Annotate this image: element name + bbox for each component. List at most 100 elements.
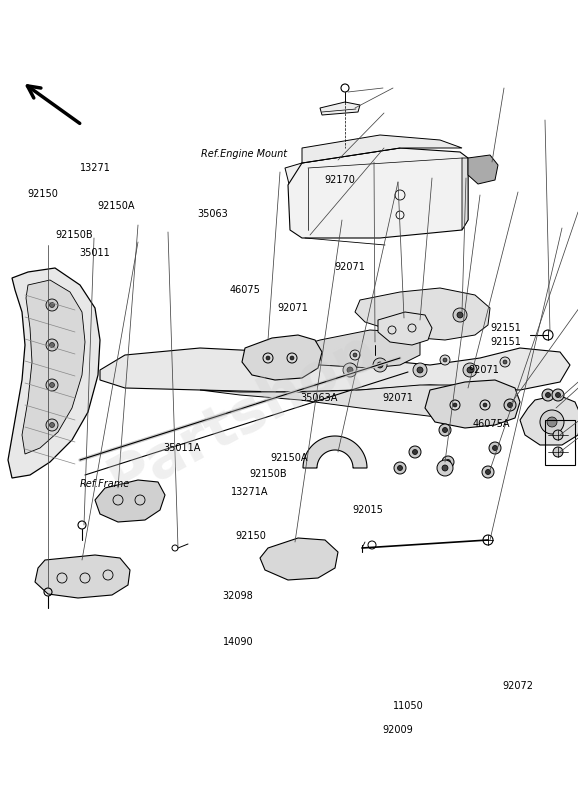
Circle shape <box>398 466 402 470</box>
Text: 92150B: 92150B <box>250 469 287 478</box>
Circle shape <box>377 362 383 368</box>
Circle shape <box>442 456 454 468</box>
Circle shape <box>553 430 563 440</box>
Text: 92151: 92151 <box>490 338 521 347</box>
Text: 92150B: 92150B <box>55 230 92 240</box>
Text: 13271A: 13271A <box>231 487 269 497</box>
Text: 92015: 92015 <box>353 506 383 515</box>
Circle shape <box>409 446 421 458</box>
Circle shape <box>503 360 507 364</box>
Polygon shape <box>242 335 322 380</box>
Circle shape <box>50 422 54 427</box>
Text: 35063: 35063 <box>198 210 228 219</box>
Circle shape <box>46 339 58 351</box>
Polygon shape <box>320 102 360 115</box>
Circle shape <box>46 379 58 391</box>
Circle shape <box>46 419 58 431</box>
Polygon shape <box>302 135 462 163</box>
Text: Ref.Engine Mount: Ref.Engine Mount <box>201 149 287 158</box>
Circle shape <box>50 382 54 387</box>
Circle shape <box>313 356 317 360</box>
Text: 11050: 11050 <box>393 701 424 710</box>
Circle shape <box>552 389 564 401</box>
Circle shape <box>555 393 561 398</box>
Circle shape <box>542 389 554 401</box>
Polygon shape <box>200 385 495 420</box>
Text: 35011: 35011 <box>80 248 110 258</box>
Polygon shape <box>22 280 85 454</box>
Circle shape <box>413 315 427 329</box>
Circle shape <box>443 427 447 433</box>
Circle shape <box>453 308 467 322</box>
Polygon shape <box>8 268 100 478</box>
Text: 92151: 92151 <box>490 323 521 333</box>
Text: Partshop: Partshop <box>99 322 387 510</box>
Circle shape <box>439 424 451 436</box>
Polygon shape <box>100 348 570 392</box>
Text: 92071: 92071 <box>468 365 499 374</box>
Text: 35011A: 35011A <box>163 443 201 453</box>
Polygon shape <box>303 436 367 468</box>
Circle shape <box>287 367 293 373</box>
Circle shape <box>482 466 494 478</box>
Text: 13271: 13271 <box>80 163 110 173</box>
Circle shape <box>347 367 353 373</box>
Circle shape <box>350 350 360 360</box>
Polygon shape <box>468 155 498 184</box>
Circle shape <box>310 353 320 363</box>
Circle shape <box>504 399 516 411</box>
Circle shape <box>353 353 357 357</box>
Circle shape <box>546 393 550 398</box>
Circle shape <box>553 447 563 457</box>
Polygon shape <box>95 480 165 522</box>
Text: 92071: 92071 <box>277 303 308 313</box>
Circle shape <box>507 402 513 407</box>
Circle shape <box>467 367 473 373</box>
Circle shape <box>489 442 501 454</box>
Text: 35063A: 35063A <box>301 394 338 403</box>
Text: 92150A: 92150A <box>97 202 135 211</box>
Text: 92071: 92071 <box>334 262 365 272</box>
Circle shape <box>50 342 54 347</box>
Polygon shape <box>285 163 310 188</box>
Circle shape <box>443 358 447 362</box>
Text: 14090: 14090 <box>223 638 253 647</box>
Circle shape <box>417 367 423 373</box>
Polygon shape <box>260 538 338 580</box>
Polygon shape <box>462 158 468 230</box>
Circle shape <box>290 356 294 360</box>
Text: 92170: 92170 <box>325 175 355 185</box>
Circle shape <box>343 363 357 377</box>
Text: 92150A: 92150A <box>271 453 308 462</box>
Circle shape <box>50 302 54 307</box>
Polygon shape <box>355 288 490 340</box>
Circle shape <box>417 319 423 325</box>
Circle shape <box>413 363 427 377</box>
Text: 92150: 92150 <box>236 531 266 541</box>
Text: 46075: 46075 <box>230 286 261 295</box>
Circle shape <box>446 459 450 465</box>
Polygon shape <box>520 395 578 445</box>
Text: 92072: 92072 <box>503 682 534 691</box>
Circle shape <box>283 363 297 377</box>
Circle shape <box>437 460 453 476</box>
Circle shape <box>463 363 477 377</box>
Text: 92150: 92150 <box>28 189 58 198</box>
Circle shape <box>486 470 491 474</box>
Polygon shape <box>288 148 468 238</box>
Polygon shape <box>425 380 520 428</box>
Circle shape <box>540 410 564 434</box>
Circle shape <box>46 299 58 311</box>
Polygon shape <box>280 330 420 368</box>
Polygon shape <box>35 555 130 598</box>
Circle shape <box>442 465 448 471</box>
Polygon shape <box>378 312 432 345</box>
Circle shape <box>394 462 406 474</box>
Circle shape <box>413 450 417 454</box>
Circle shape <box>483 403 487 407</box>
Circle shape <box>373 358 387 372</box>
Circle shape <box>453 403 457 407</box>
Text: 32098: 32098 <box>223 591 253 601</box>
Text: Ref.Frame: Ref.Frame <box>80 479 130 489</box>
Circle shape <box>266 356 270 360</box>
